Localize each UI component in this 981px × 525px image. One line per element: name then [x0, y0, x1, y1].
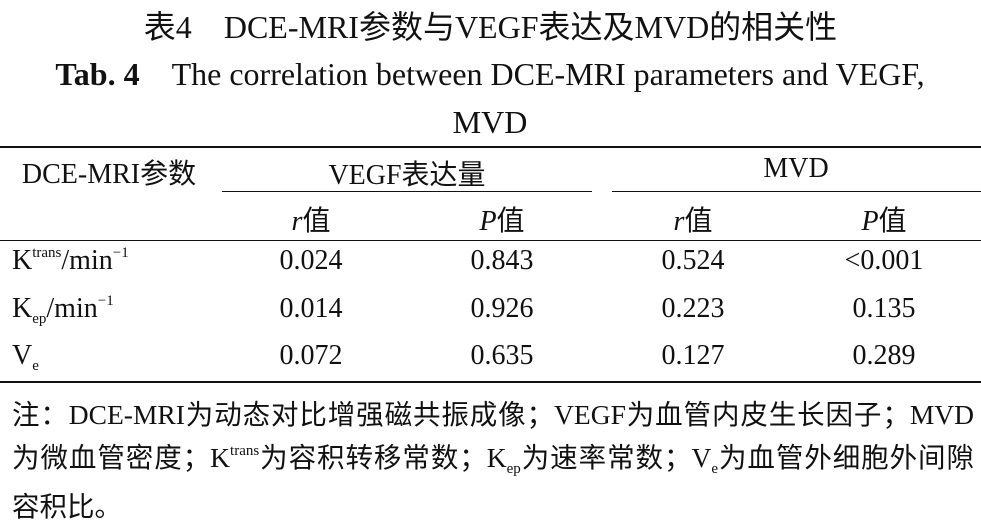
row-label: Ktrans/min−1 [12, 245, 129, 277]
text-segment: −1 [97, 292, 114, 309]
text-segment: e [711, 461, 718, 477]
top-rule [0, 146, 981, 148]
bottom-rule [0, 381, 981, 383]
cell: 0.843 [470, 245, 534, 276]
caption-cn: 表4 DCE-MRI参数与VEGF表达及MVD的相关性 [0, 2, 981, 48]
group-rule [612, 191, 981, 192]
header-rule [0, 240, 981, 241]
cell: 0.524 [661, 245, 725, 276]
cell: 0.072 [279, 340, 343, 371]
cell: <0.001 [844, 245, 924, 276]
text-segment: /min [46, 292, 98, 324]
sub-header: P值 [861, 199, 906, 239]
caption-text: The correlation between DCE-MRI paramete… [171, 56, 925, 140]
caption-label: Tab. 4 [55, 56, 140, 92]
text-segment: V [12, 340, 33, 371]
variable: r [673, 206, 685, 237]
text-segment: /min [61, 245, 113, 276]
variable: r [291, 206, 303, 237]
sub-header: r值 [674, 199, 713, 239]
label: 值 [684, 206, 713, 237]
label: 值 [496, 206, 525, 237]
cell: 0.223 [661, 292, 725, 324]
text-segment: K [12, 245, 33, 276]
cell: 0.135 [852, 292, 916, 324]
caption-label: 表4 [143, 9, 192, 45]
text-segment: trans [32, 245, 62, 261]
caption-text: DCE-MRI参数与VEGF表达及MVD的相关性 [223, 9, 838, 45]
cell: 0.024 [279, 245, 343, 276]
row-label: Ve [12, 340, 39, 375]
sub-header: P值 [479, 199, 524, 239]
cell: 0.289 [852, 340, 916, 371]
text-segment: 注：DCE-MRI为动态对比增强磁共振成像；VEGF为血管内皮生长因子；MVD为… [12, 399, 974, 473]
label: 值 [302, 206, 331, 237]
note: 注：DCE-MRI为动态对比增强磁共振成像；VEGF为血管内皮生长因子；MVD为… [12, 396, 974, 525]
group-rule [222, 191, 592, 192]
cell: 0.014 [279, 292, 343, 324]
cell: 0.926 [470, 292, 534, 324]
label: 值 [878, 206, 907, 237]
text-segment: trans [230, 443, 260, 459]
text-segment: 为容积转移常数；K [259, 442, 507, 473]
cell: 0.635 [470, 340, 534, 371]
text-segment: K [12, 292, 33, 324]
variable: P [479, 206, 497, 237]
group-header: MVD [763, 153, 829, 184]
text-segment: ep [32, 310, 47, 327]
variable: P [861, 206, 879, 237]
row-header: DCE-MRI参数 [21, 159, 197, 190]
text-segment: 为速率常数；V [520, 442, 712, 473]
row-label: Kep/min−1 [12, 293, 114, 328]
sub-header: r值 [292, 199, 331, 239]
group-header: VEGF表达量 [328, 160, 486, 191]
text-segment: 为血管外细胞外间隙容积比。 [12, 442, 975, 522]
text-segment: ep [506, 461, 521, 477]
text-segment: e [32, 358, 39, 374]
caption-en: Tab. 4 The correlation between DCE-MRI p… [40, 50, 940, 146]
text-segment: −1 [112, 245, 129, 261]
cell: 0.127 [661, 340, 725, 371]
